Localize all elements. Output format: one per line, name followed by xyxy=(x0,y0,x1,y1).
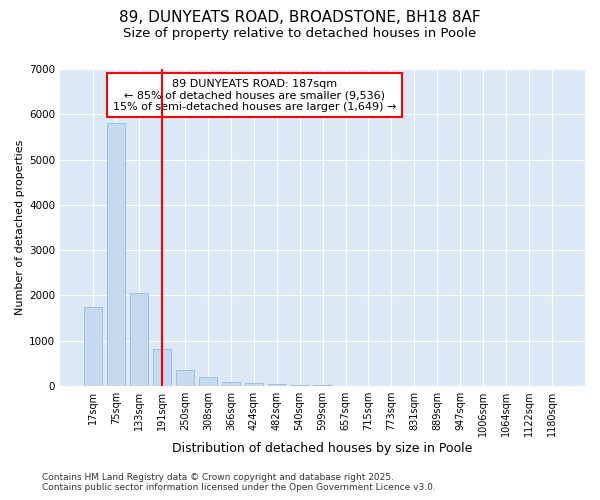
Bar xyxy=(130,293,148,386)
Bar xyxy=(221,382,240,386)
X-axis label: Distribution of detached houses by size in Poole: Distribution of detached houses by size … xyxy=(172,442,473,455)
Bar xyxy=(290,385,309,386)
Bar xyxy=(107,124,125,386)
Y-axis label: Number of detached properties: Number of detached properties xyxy=(15,140,25,315)
Text: Contains HM Land Registry data © Crown copyright and database right 2025.
Contai: Contains HM Land Registry data © Crown c… xyxy=(42,473,436,492)
Bar xyxy=(199,377,217,386)
Text: Size of property relative to detached houses in Poole: Size of property relative to detached ho… xyxy=(124,28,476,40)
Bar xyxy=(84,307,103,386)
Bar xyxy=(176,370,194,386)
Text: 89, DUNYEATS ROAD, BROADSTONE, BH18 8AF: 89, DUNYEATS ROAD, BROADSTONE, BH18 8AF xyxy=(119,10,481,25)
Bar xyxy=(245,384,263,386)
Bar xyxy=(268,384,286,386)
Bar xyxy=(153,349,171,386)
Text: 89 DUNYEATS ROAD: 187sqm
← 85% of detached houses are smaller (9,536)
15% of sem: 89 DUNYEATS ROAD: 187sqm ← 85% of detach… xyxy=(113,78,396,112)
